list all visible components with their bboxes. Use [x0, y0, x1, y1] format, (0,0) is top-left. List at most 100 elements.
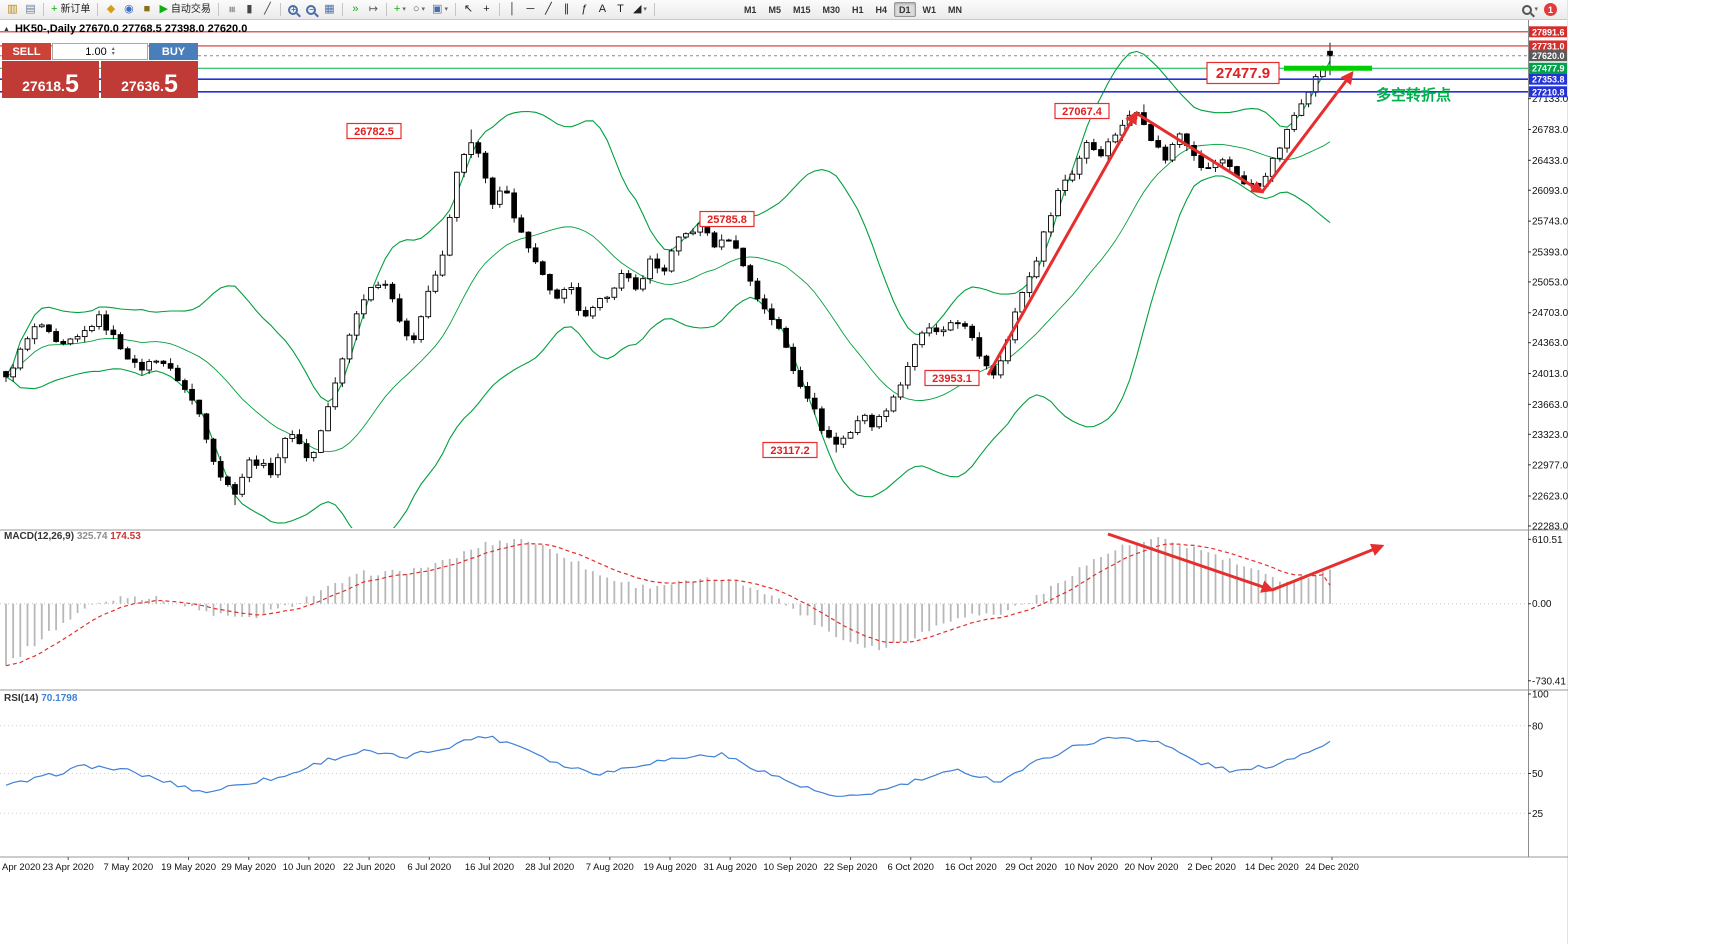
- macd-panel: 610.51 0.00 -730.41: [0, 532, 1566, 687]
- vertical-line-icon[interactable]: │: [504, 1, 521, 18]
- price-annotation-text: 23117.2: [770, 445, 809, 457]
- collapse-arrow-icon[interactable]: ▲: [3, 25, 10, 33]
- timeframe-d1[interactable]: D1: [894, 2, 916, 17]
- text-icon[interactable]: A: [594, 1, 611, 18]
- macd-name: MACD(12,26,9): [4, 531, 75, 542]
- buy-price-big-digit: 5: [163, 69, 178, 98]
- chart-annotations[interactable]: 多空转折点 26782.5 25785.8 23117.2 23953.1 27067.4…: [346, 61, 1451, 459]
- sell-button[interactable]: SELL: [2, 43, 51, 60]
- channel-icon: ∥: [563, 3, 570, 15]
- svg-text:80: 80: [1532, 721, 1544, 732]
- timeframe-w1[interactable]: W1: [922, 4, 937, 15]
- notification-badge[interactable]: 1: [1544, 3, 1557, 16]
- volume-down-icon[interactable]: ▾: [111, 50, 115, 57]
- fibonacci-icon[interactable]: ƒ: [576, 1, 593, 18]
- timeframe-m30[interactable]: M30: [822, 4, 840, 15]
- trend-arrow[interactable]: [1271, 543, 1385, 592]
- pivot-label[interactable]: 多空转折点: [1376, 86, 1451, 104]
- tile-windows-icon[interactable]: ▦: [321, 1, 338, 18]
- svg-text:16 Oct 2020: 16 Oct 2020: [945, 862, 997, 873]
- label-icon[interactable]: T: [612, 1, 629, 18]
- price-annotation-box[interactable]: [1206, 61, 1280, 85]
- svg-text:25393.0: 25393.0: [1532, 247, 1568, 258]
- auto-scroll-icon: »: [352, 3, 359, 15]
- indicators-icon[interactable]: + ▾: [391, 1, 409, 18]
- price-axis[interactable]: 27133.0 26783.0 26433.0 26093.0 25743.0 25393…: [1528, 26, 1568, 532]
- line-chart-icon: ╱: [264, 3, 271, 15]
- auto-trading-button[interactable]: ▶ 自动交易: [156, 1, 213, 18]
- chart-shift-icon[interactable]: ↦: [365, 1, 382, 18]
- candlesticks-icon[interactable]: ▮: [241, 1, 258, 18]
- new-chart-icon[interactable]: ▥: [4, 1, 21, 18]
- sell-price-display[interactable]: 27618. 5: [2, 61, 99, 98]
- profiles-icon[interactable]: ▤: [22, 1, 39, 18]
- new-order-button[interactable]: + 新订单: [48, 1, 93, 18]
- cursor-icon[interactable]: ↖: [460, 1, 477, 18]
- terminal-icon[interactable]: ■: [138, 1, 155, 18]
- volume-value[interactable]: 1.00: [85, 45, 107, 58]
- timeframe-h4[interactable]: H4: [875, 4, 888, 15]
- price-annotation-box[interactable]: [924, 369, 980, 387]
- navigator-icon: ◉: [124, 3, 134, 15]
- svg-text:23323.0: 23323.0: [1532, 430, 1568, 441]
- auto-scroll-icon[interactable]: »: [347, 1, 364, 18]
- toolbar-divider: [653, 3, 655, 16]
- svg-text:22 Jun 2020: 22 Jun 2020: [343, 862, 395, 873]
- price-annotation-box[interactable]: [699, 210, 755, 228]
- timeframe-h1[interactable]: H1: [852, 4, 864, 15]
- svg-text:22623.0: 22623.0: [1532, 492, 1568, 503]
- timeframe-m5[interactable]: M5: [768, 4, 781, 15]
- buy-button[interactable]: BUY: [149, 43, 198, 60]
- metaeditor-icon[interactable]: ◆: [102, 1, 119, 18]
- search-button[interactable]: ▾: [1519, 1, 1541, 18]
- price-annotation-box[interactable]: [762, 441, 818, 459]
- svg-text:14 Dec 2020: 14 Dec 2020: [1245, 862, 1299, 873]
- svg-text:19 Aug 2020: 19 Aug 2020: [643, 862, 696, 873]
- trendline-icon[interactable]: ╱: [540, 1, 557, 18]
- price-annotation-text: 27477.9: [1216, 65, 1270, 82]
- volume-up-icon[interactable]: ▴: [111, 45, 115, 52]
- templates-icon[interactable]: ▣ ▾: [429, 1, 451, 18]
- navigator-icon[interactable]: ◉: [120, 1, 137, 18]
- macd-value-main: 325.74: [76, 531, 108, 542]
- zoom-out-icon[interactable]: −: [303, 1, 320, 18]
- svg-text:610.51: 610.51: [1532, 535, 1563, 546]
- svg-text:27477.9: 27477.9: [1532, 64, 1565, 74]
- timeframe-mn[interactable]: MN: [948, 4, 963, 15]
- volume-field[interactable]: 1.00 ▴ ▾: [52, 43, 148, 60]
- sell-price-main: 27618.: [22, 77, 65, 94]
- trend-arrow[interactable]: [986, 110, 1138, 376]
- crosshair-icon[interactable]: +: [478, 1, 495, 18]
- price-annotation-box[interactable]: [1054, 102, 1110, 120]
- buy-price-display[interactable]: 27636. 5: [101, 61, 198, 98]
- periods-icon[interactable]: ○ ▾: [410, 1, 428, 18]
- date-axis[interactable]: Apr 2020 23 Apr 2020 7 May 2020 19 May 2020…: [2, 857, 1359, 873]
- svg-text:25743.0: 25743.0: [1532, 217, 1568, 228]
- shapes-icon[interactable]: ◢ ▾: [630, 1, 650, 18]
- zoom-in-icon[interactable]: +: [285, 1, 302, 18]
- svg-text:22283.0: 22283.0: [1532, 521, 1568, 532]
- trend-arrow[interactable]: [1107, 532, 1275, 593]
- svg-text:16 Jul 2020: 16 Jul 2020: [465, 862, 514, 873]
- horizontal-line-icon[interactable]: ─: [522, 1, 539, 18]
- terminal-icon: ■: [143, 3, 151, 15]
- channel-icon[interactable]: ∥: [558, 1, 575, 18]
- trendline-icon: ╱: [545, 3, 552, 15]
- timeframe-m1[interactable]: M1: [743, 4, 757, 15]
- price-lines[interactable]: [0, 31, 1528, 93]
- bars-icon[interactable]: ≡: [223, 1, 240, 18]
- line-chart-icon[interactable]: ╱: [259, 1, 276, 18]
- toolbar-divider: [341, 3, 343, 16]
- rsi-panel: 100 80 50 25: [0, 690, 1549, 820]
- chart-title: ▲ HK50-,Daily 27670.0 27768.5 27398.0 27…: [3, 23, 247, 35]
- macd-value-signal: 174.53: [110, 531, 141, 542]
- timeframe-m15[interactable]: M15: [792, 4, 811, 15]
- price-annotation-text: 23953.1: [932, 373, 972, 385]
- svg-text:28 Jul 2020: 28 Jul 2020: [525, 862, 574, 873]
- svg-text:27133.0: 27133.0: [1532, 94, 1568, 105]
- candlesticks-icon: ▮: [246, 3, 253, 15]
- trend-arrow[interactable]: [1135, 111, 1265, 194]
- trend-arrow[interactable]: [1260, 70, 1354, 193]
- price-annotation-box[interactable]: [346, 122, 402, 140]
- volume-spinner[interactable]: ▴ ▾: [111, 45, 115, 57]
